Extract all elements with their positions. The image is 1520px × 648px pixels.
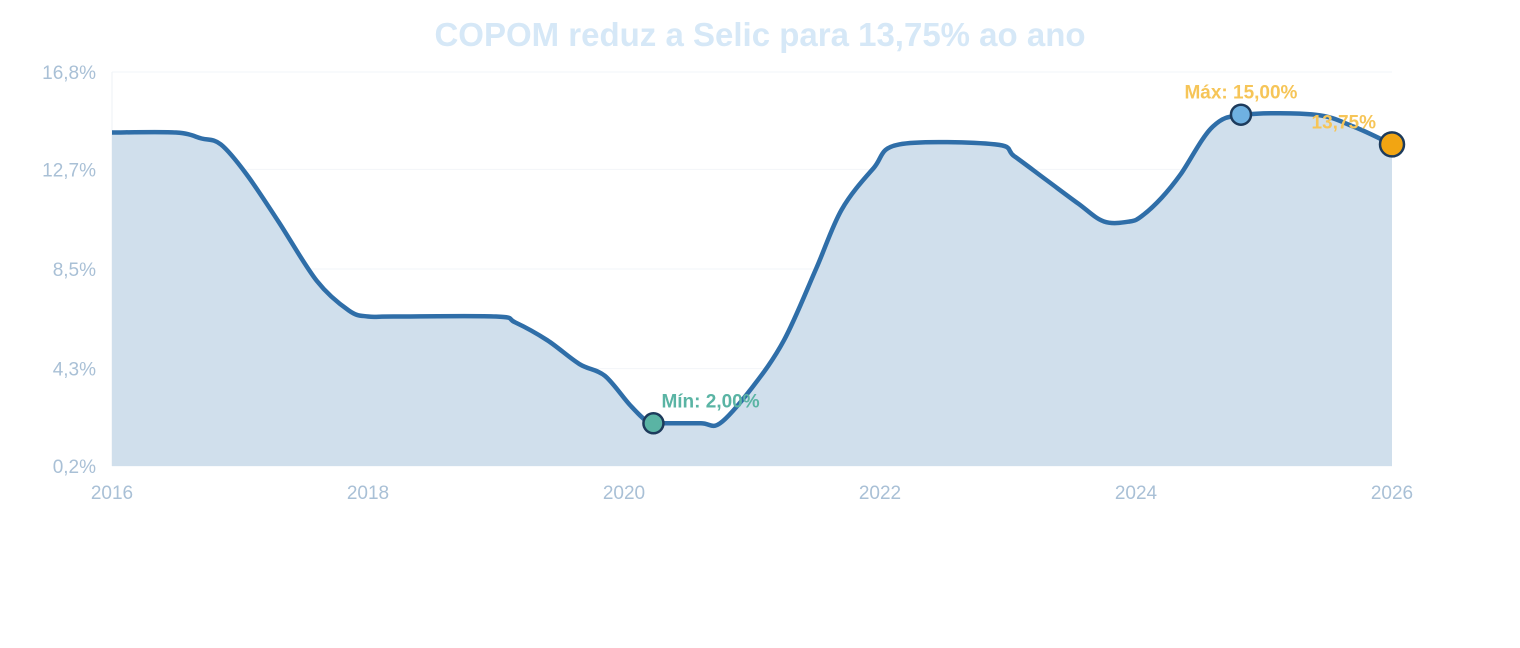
chart-title: COPOM reduz a Selic para 13,75% ao ano xyxy=(434,16,1086,53)
min-label: Mín: 2,00% xyxy=(661,391,759,412)
x-axis: 2016 2018 2020 2022 2024 2026 xyxy=(91,483,1413,504)
x-tick-label: 2026 xyxy=(1371,483,1413,504)
area-fill xyxy=(112,113,1392,466)
x-tick-label: 2024 xyxy=(1115,483,1158,504)
y-tick-label: 8,5% xyxy=(53,260,96,281)
max-label: Máx: 15,00% xyxy=(1184,83,1297,104)
series-line xyxy=(111,110,1393,429)
min-marker xyxy=(642,412,665,435)
x-tick-label: 2022 xyxy=(859,483,901,504)
y-tick-label: 12,7% xyxy=(42,160,96,181)
y-axis: 0,2% 4,3% 8,5% 12,7% 16,8% xyxy=(42,63,96,478)
x-tick-label: 2016 xyxy=(91,483,133,504)
x-tick-label: 2020 xyxy=(603,483,645,504)
y-tick-label: 4,3% xyxy=(53,360,96,381)
y-tick-label: 16,8% xyxy=(42,63,96,84)
last-value-marker xyxy=(1378,131,1406,158)
annotation-markers: Mín: 2,00% Máx: 15,00% 13,75% xyxy=(642,83,1406,435)
x-tick-label: 2018 xyxy=(347,483,389,504)
last-value-label: 13,75% xyxy=(1312,112,1377,133)
y-tick-label: 0,2% xyxy=(53,457,96,478)
max-marker xyxy=(1229,103,1253,126)
